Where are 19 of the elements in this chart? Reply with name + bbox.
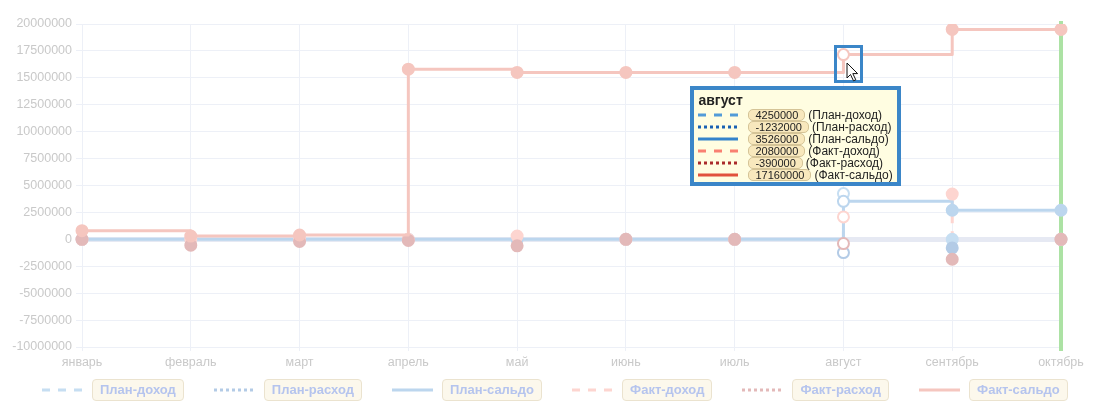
legend-label: Факт-сальдо	[969, 379, 1068, 401]
legend-label: Факт-расход	[792, 379, 890, 401]
annotation: (Факт-сальдо)	[814, 168, 893, 182]
annotation: (Факт-расход)	[805, 156, 884, 170]
annotation: 3526000	[748, 133, 806, 145]
annotation: август	[698, 92, 743, 108]
annotation: -1232000	[748, 121, 809, 133]
annotation: 2080000	[748, 145, 806, 157]
annotation: (План-расход)	[811, 120, 892, 134]
legend-label: План-доход	[92, 379, 184, 401]
annotation: (План-сальдо)	[808, 132, 889, 146]
annotation: (План-доход)	[808, 108, 882, 122]
annotation: -390000	[748, 157, 803, 169]
legend-label: План-сальдо	[441, 379, 543, 401]
annotation: (Факт-доход)	[808, 144, 880, 158]
annotation: 17160000	[748, 169, 812, 181]
legend-label: Факт-доход	[622, 379, 713, 401]
annotation: 4250000	[748, 109, 806, 121]
legend-label: План-расход	[263, 379, 362, 401]
